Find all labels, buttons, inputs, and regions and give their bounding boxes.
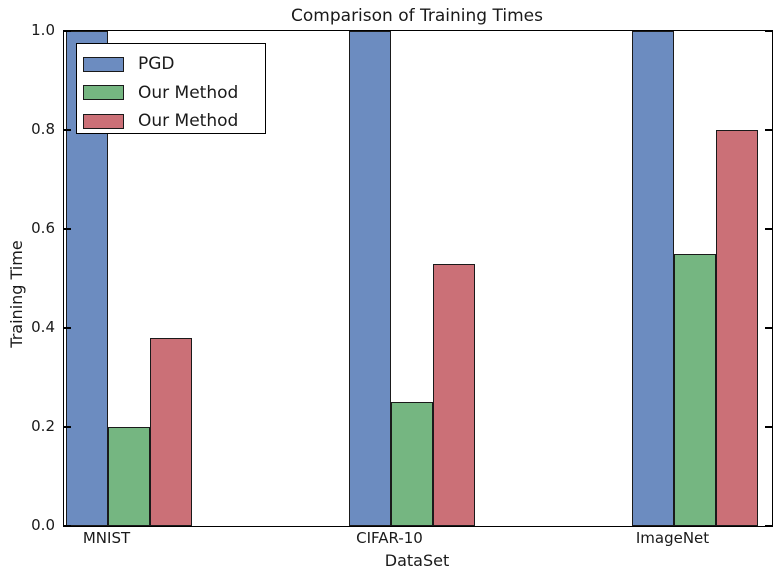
legend-box: PGD Our Method Our Method [76, 43, 266, 134]
legend-label-our-method-1: Our Method [138, 82, 239, 103]
legend-entry-pgd-0: PGD [83, 50, 265, 79]
y-tick-mark-left-0.8 [64, 129, 71, 131]
y-tick-mark-left-0.2 [64, 426, 71, 428]
y-tick-mark-right-1 [765, 30, 772, 32]
y-tick-mark-right-0.8 [765, 129, 772, 131]
x-tick-label-mnist: MNIST [82, 529, 131, 547]
y-tick-mark-left-1 [64, 30, 71, 32]
legend-label-pgd-0: PGD [138, 54, 175, 75]
y-tick-mark-right-0.2 [765, 426, 772, 428]
bar-cifar-10-our-method-1 [390, 402, 433, 526]
bar-cifar-10-pgd-0 [348, 31, 391, 526]
chart-title: Comparison of Training Times [291, 6, 543, 26]
y-tick-label-0.0: 0.0 [31, 516, 55, 534]
bar-imagenet-our-method-1 [673, 253, 716, 526]
legend-entry-our-method-2: Our Method [83, 107, 265, 136]
y-tick-mark-left-0 [64, 525, 71, 527]
y-tick-mark-right-0.6 [765, 228, 772, 230]
x-tick-label-imagenet: ImageNet [635, 529, 710, 547]
y-axis-label: Training Time [7, 240, 26, 348]
legend-label-our-method-2: Our Method [138, 111, 239, 132]
legend-entry-our-method-1: Our Method [83, 79, 265, 108]
bar-mnist-our-method-2 [149, 337, 192, 526]
x-axis-label: DataSet [384, 551, 450, 570]
y-tick-mark-right-0 [765, 525, 772, 527]
bar-imagenet-our-method-2 [715, 130, 758, 526]
y-tick-mark-right-0.4 [765, 327, 772, 329]
y-tick-label-1.0: 1.0 [31, 21, 55, 39]
y-tick-label-0.4: 0.4 [31, 318, 55, 336]
bar-imagenet-pgd-0 [631, 31, 674, 526]
legend-swatch-our-method-2 [83, 113, 124, 129]
x-tick-label-cifar-10: CIFAR-10 [356, 529, 423, 547]
y-tick-mark-left-0.6 [64, 228, 71, 230]
bar-mnist-our-method-1 [107, 427, 150, 526]
legend-swatch-our-method-1 [83, 85, 124, 101]
y-tick-mark-left-0.4 [64, 327, 71, 329]
y-tick-label-0.8: 0.8 [31, 120, 55, 138]
plot-area [63, 30, 773, 527]
legend-rows: PGD Our Method Our Method [83, 50, 265, 136]
bar-cifar-10-our-method-2 [432, 263, 475, 526]
y-tick-label-0.2: 0.2 [31, 417, 55, 435]
legend-swatch-pgd-0 [83, 56, 124, 72]
y-tick-label-0.6: 0.6 [31, 219, 55, 237]
